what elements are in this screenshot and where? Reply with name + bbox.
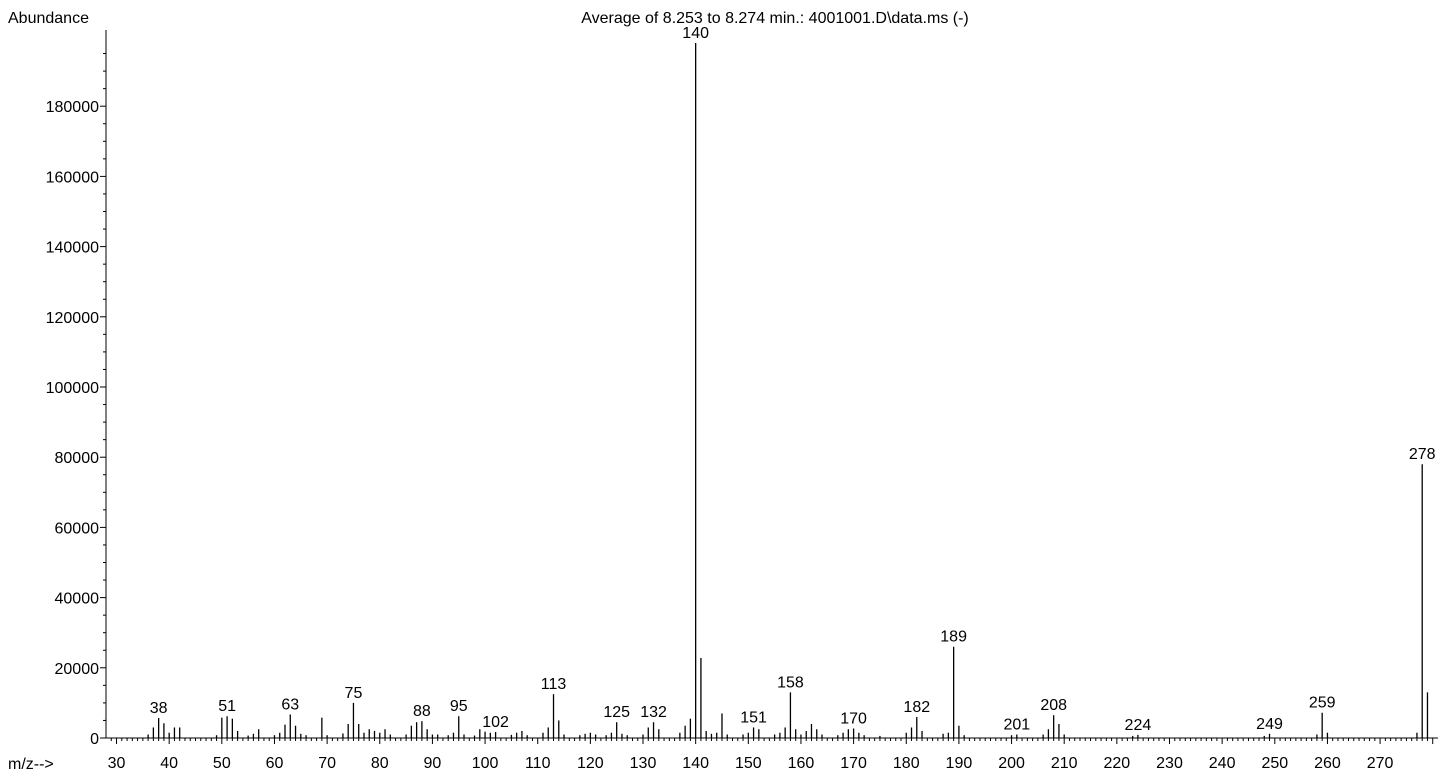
x-tick-label: 170 [840, 755, 867, 772]
chart-title: Average of 8.253 to 8.274 min.: 4001001.… [581, 10, 969, 27]
x-tick-label: 200 [998, 755, 1025, 772]
peak-label-mz-38: 38 [150, 700, 168, 717]
x-tick-label: 130 [630, 755, 657, 772]
peak-label-mz-151: 151 [740, 709, 767, 726]
x-tick-label: 100 [472, 755, 499, 772]
peak-label-mz-259: 259 [1309, 695, 1336, 712]
y-axis-ticks: 0 20000 40000 60000 80000 100000 120000 140000 1… [46, 53, 106, 748]
x-tick-label: 90 [424, 755, 442, 772]
x-axis-ticks: 30 40 50 60 70 80 90 100 110 120 130 140 150 160 170 18… [108, 738, 1434, 772]
x-tick-label: 220 [1103, 755, 1130, 772]
x-tick-label: 50 [213, 755, 231, 772]
x-tick-label: 230 [1156, 755, 1183, 772]
x-tick-label: 120 [577, 755, 604, 772]
x-tick-label: 80 [371, 755, 389, 772]
peak-label-mz-113: 113 [541, 676, 567, 693]
y-tick-label: 0 [90, 731, 99, 748]
y-tick-label: 100000 [46, 380, 99, 397]
x-tick-label: 140 [682, 755, 709, 772]
y-tick-label: 120000 [46, 310, 99, 327]
peak-label-mz-278: 278 [1409, 446, 1436, 463]
y-tick-label: 20000 [55, 661, 100, 678]
peak-label-mz-158: 158 [777, 674, 804, 691]
x-tick-label: 270 [1367, 755, 1394, 772]
y-tick-label: 140000 [46, 240, 99, 257]
peak-label-mz-63: 63 [281, 696, 299, 713]
x-tick-label: 150 [735, 755, 762, 772]
x-tick-label: 40 [160, 755, 178, 772]
peak-label-mz-51: 51 [218, 698, 236, 715]
y-tick-label: 160000 [46, 169, 99, 186]
spectrum-peaks [147, 43, 1429, 738]
peak-label-mz-208: 208 [1040, 697, 1067, 714]
x-tick-label: 240 [1209, 755, 1236, 772]
peak-label-mz-88: 88 [413, 703, 431, 720]
y-tick-label: 40000 [55, 591, 100, 608]
y-axis-label: Abundance [8, 10, 89, 27]
peak-label-mz-189: 189 [940, 629, 967, 646]
x-tick-label: 110 [525, 755, 551, 772]
peak-label-mz-182: 182 [903, 699, 930, 716]
x-tick-label: 160 [788, 755, 815, 772]
x-tick-label: 210 [1051, 755, 1078, 772]
peak-label-mz-170: 170 [840, 711, 867, 728]
peak-label-mz-75: 75 [345, 685, 363, 702]
x-tick-label: 180 [893, 755, 920, 772]
y-tick-label: 80000 [55, 450, 100, 467]
peak-label-mz-132: 132 [640, 704, 667, 721]
peak-labels: 38 51 63 75 88 95 102 113 125 132 140 151 158 170 182 1… [150, 25, 1436, 734]
x-axis-label: m/z--> [8, 756, 54, 773]
peak-label-mz-224: 224 [1125, 717, 1152, 734]
x-tick-label: 30 [108, 755, 126, 772]
x-tick-label: 60 [266, 755, 284, 772]
y-tick-label: 180000 [46, 99, 99, 116]
x-tick-label: 70 [318, 755, 336, 772]
x-tick-label: 250 [1261, 755, 1288, 772]
peak-label-mz-125: 125 [603, 704, 630, 721]
peak-label-mz-201: 201 [1003, 716, 1030, 733]
x-tick-label: 190 [946, 755, 973, 772]
peak-label-mz-102: 102 [482, 714, 509, 731]
peak-label-mz-249: 249 [1256, 716, 1283, 733]
x-tick-label: 260 [1314, 755, 1341, 772]
peak-label-mz-95: 95 [450, 698, 468, 715]
peak-label-mz-140: 140 [682, 25, 709, 42]
y-tick-label: 60000 [55, 520, 100, 537]
